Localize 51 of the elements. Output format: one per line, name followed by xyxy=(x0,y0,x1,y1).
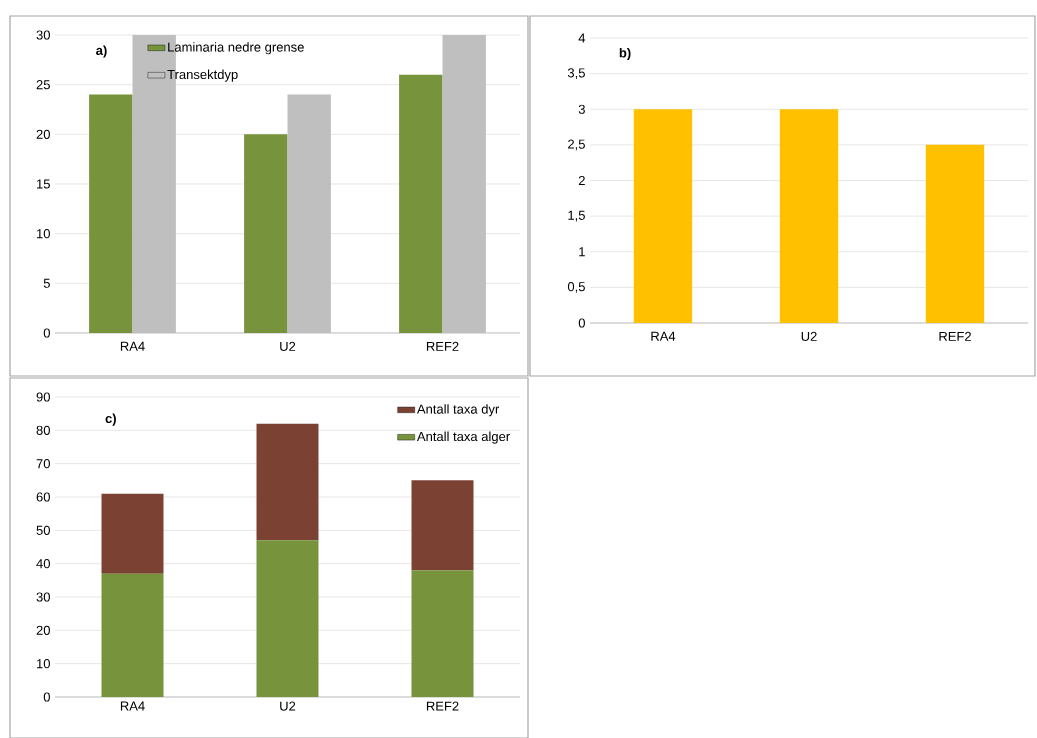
bar xyxy=(411,480,474,571)
bar xyxy=(256,423,319,541)
y-tick-label: 70 xyxy=(36,459,50,469)
legend-label: Transektdyp xyxy=(167,69,238,82)
bar xyxy=(101,493,164,574)
bar xyxy=(244,134,288,333)
legend-label: Antall taxa alger xyxy=(416,431,510,444)
y-tick-label: 10 xyxy=(37,659,50,669)
bar xyxy=(399,74,443,333)
bar xyxy=(101,573,164,697)
y-tick-label: 0 xyxy=(43,692,50,702)
text: a) xyxy=(96,45,107,58)
y-tick-label: 80 xyxy=(36,425,50,435)
x-tick-label: RA4 xyxy=(120,701,145,711)
y-tick-label: 0 xyxy=(578,318,585,328)
x-tick-label: REF2 xyxy=(939,331,971,341)
y-tick-label: 20 xyxy=(36,129,50,139)
y-tick-label: 2,5 xyxy=(568,139,585,151)
x-tick-label: REF2 xyxy=(426,701,459,711)
y-tick-label: 10 xyxy=(37,229,50,239)
bar xyxy=(256,540,319,697)
x-tick-label: RA4 xyxy=(120,341,145,351)
y-tick-label: 1 xyxy=(579,247,585,257)
y-tick-label: 2 xyxy=(578,175,585,186)
y-tick-label: 40 xyxy=(36,559,50,569)
x-tick-label: U2 xyxy=(801,331,817,341)
y-tick-label: 3 xyxy=(578,104,585,114)
y-tick-label: 20 xyxy=(36,625,50,635)
y-tick-label: 0,5 xyxy=(567,281,585,293)
bar xyxy=(411,570,474,697)
text: c) xyxy=(105,413,116,426)
legend-label: Antall taxa dyr xyxy=(416,404,500,417)
y-tick-label: 25 xyxy=(36,80,50,90)
y-tick-label: 1,5 xyxy=(568,210,585,222)
y-tick-label: 3,5 xyxy=(567,68,585,79)
y-tick-label: 50 xyxy=(36,525,50,535)
y-tick-label: 4 xyxy=(578,33,586,43)
y-tick-label: 0 xyxy=(43,328,50,338)
x-tick-label: U2 xyxy=(280,701,296,711)
legend-label: Laminaria nedre grense xyxy=(168,42,304,55)
x-tick-label: REF2 xyxy=(426,341,459,351)
y-tick-label: 30 xyxy=(36,592,50,602)
y-tick-label: 5 xyxy=(43,278,50,288)
y-tick-label: 60 xyxy=(36,492,50,502)
y-tick-label: 30 xyxy=(36,30,50,40)
y-tick-label: 15 xyxy=(37,179,50,189)
text: b) xyxy=(619,47,631,61)
y-tick-label: 90 xyxy=(36,392,50,402)
bar xyxy=(89,94,133,333)
x-tick-label: U2 xyxy=(280,341,296,351)
x-tick-label: RA4 xyxy=(651,331,676,341)
